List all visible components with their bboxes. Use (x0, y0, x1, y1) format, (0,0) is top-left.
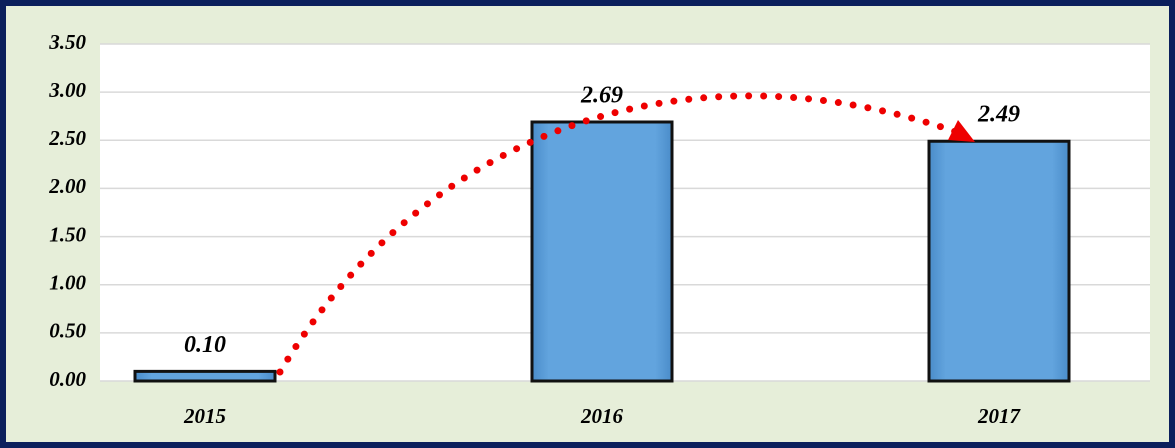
y-tick-label: 0.00 (49, 367, 86, 391)
x-tick-label: 2015 (183, 404, 226, 428)
y-tick-label: 2.50 (48, 126, 86, 150)
x-tick-label: 2017 (977, 404, 1022, 428)
y-tick-label: 2.00 (48, 174, 86, 198)
bar (530, 120, 674, 383)
trend-arrow (276, 92, 966, 376)
arrow-head (948, 120, 975, 142)
data-label: 0.10 (184, 332, 226, 358)
data-label: 2.69 (580, 82, 623, 108)
bar (133, 369, 277, 383)
y-tick-label: 1.50 (49, 222, 86, 246)
y-tick-label: 1.00 (49, 271, 86, 295)
y-tick-label: 0.50 (49, 319, 86, 343)
y-tick-label: 3.00 (48, 78, 86, 102)
y-tick-label: 3.50 (48, 30, 86, 54)
bar (927, 139, 1071, 383)
x-tick-label: 2016 (580, 404, 624, 428)
data-label: 2.49 (977, 102, 1020, 128)
